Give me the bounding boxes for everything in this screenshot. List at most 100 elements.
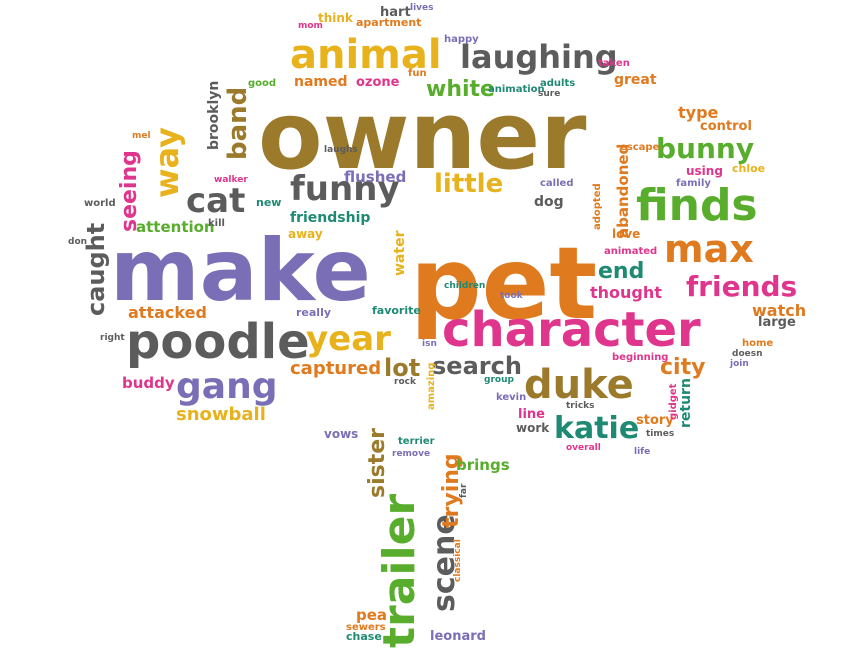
word-isn: isn [422,339,437,349]
word-classical: classical [453,539,463,582]
word-doesn: doesn [732,349,763,359]
word-chase: chase [346,630,382,643]
word-tricks: tricks [566,401,595,411]
word-away: away [288,227,323,241]
word-really: really [296,306,331,319]
word-mom: mom [298,21,323,31]
word-friendship: friendship [290,210,370,226]
word-love: love [612,227,640,241]
word-seeing: seeing [117,150,142,232]
word-captured: captured [290,358,381,379]
word-poodle: poodle [126,314,310,370]
word-apartment: apartment [356,16,421,29]
word-sister: sister [365,428,390,498]
word-don: don [68,237,87,247]
word-abandoned: abandoned [614,144,632,238]
word-brings: brings [456,456,510,474]
word-good: good [248,78,276,89]
word-taken: taken [598,58,630,69]
word-finds: finds [636,180,758,231]
word-trailer: trailer [374,494,425,648]
word-fun: fun [408,68,427,79]
word-friends: friends [686,270,797,303]
word-laughs: laughs [324,145,358,155]
word-white: white [426,77,495,102]
word-kill: kill [208,218,225,229]
word-character: character [442,302,701,358]
word-snowball: snowball [176,404,266,425]
word-rock: rock [394,377,417,387]
word-escape: escape [620,142,660,153]
word-laughing: laughing [460,38,618,76]
word-dog: dog [534,194,564,210]
word-group: group [484,375,514,385]
word-trying: trying [439,453,464,528]
word-amazing: amazing [426,363,437,410]
word-cat: cat [186,181,245,221]
word-owner: owner [258,82,587,191]
word-flushed: flushed [344,168,406,186]
word-control: control [700,119,752,134]
word-end: end [598,259,644,284]
word-adults: adults [540,78,575,89]
word-return: return [678,378,694,428]
word-large: large [758,315,796,330]
word-animal: animal [290,32,442,78]
word-called: called [540,178,573,189]
word-overall: overall [566,443,601,453]
word-family: family [676,178,711,189]
word-world: world [84,198,116,209]
word-type: type [678,103,719,122]
word-brooklyn: brooklyn [206,81,222,150]
word-buddy: buddy [122,374,175,392]
word-happy: happy [444,34,479,45]
word-caught: caught [82,223,110,316]
word-home: home [742,338,773,349]
word-duke: duke [524,362,634,408]
word-think: think [318,11,354,25]
word-thought: thought [590,283,662,302]
word-water: water [392,230,408,276]
word-new: new [256,196,281,209]
word-way: way [148,127,186,198]
word-attention: attention [136,218,215,236]
word-scene: scene [427,514,462,612]
word-pet: pet [410,225,597,342]
word-city: city [660,355,705,380]
word-beginning: beginning [612,352,668,363]
word-adopted: adopted [592,183,603,230]
word-leonard: leonard [430,629,486,644]
word-terrier: terrier [398,436,435,447]
word-line: line [518,407,545,422]
word-walker: walker [214,175,248,185]
word-gang: gang [176,366,277,407]
word-sewers: sewers [346,622,386,633]
word-bunny: bunny [656,132,754,165]
word-remove: remove [392,449,430,459]
word-lives: lives [410,3,434,13]
word-attacked: attacked [128,303,207,322]
word-sure: sure [538,89,560,99]
word-named: named [294,74,348,90]
word-life: life [634,447,650,457]
word-join: join [729,359,749,369]
word-work: work [516,421,550,435]
word-using: using [686,164,723,178]
word-mel: mel [132,131,151,141]
word-took: took [500,291,524,301]
word-favorite: favorite [372,304,421,317]
word-funny: funny [290,169,400,209]
word-year: year [306,319,391,359]
word-chloe: chloe [732,162,765,175]
word-max: max [664,227,754,271]
word-little: little [434,169,503,199]
word-ozone: ozone [356,75,400,90]
word-pea: pea [356,606,387,624]
word-right: right [100,333,125,343]
word-children: children [444,281,485,291]
word-search: search [432,352,522,380]
word-lot: lot [384,354,420,382]
word-animated: animated [604,246,657,257]
word-hart: hart [380,5,411,20]
word-vows: vows [324,427,358,441]
